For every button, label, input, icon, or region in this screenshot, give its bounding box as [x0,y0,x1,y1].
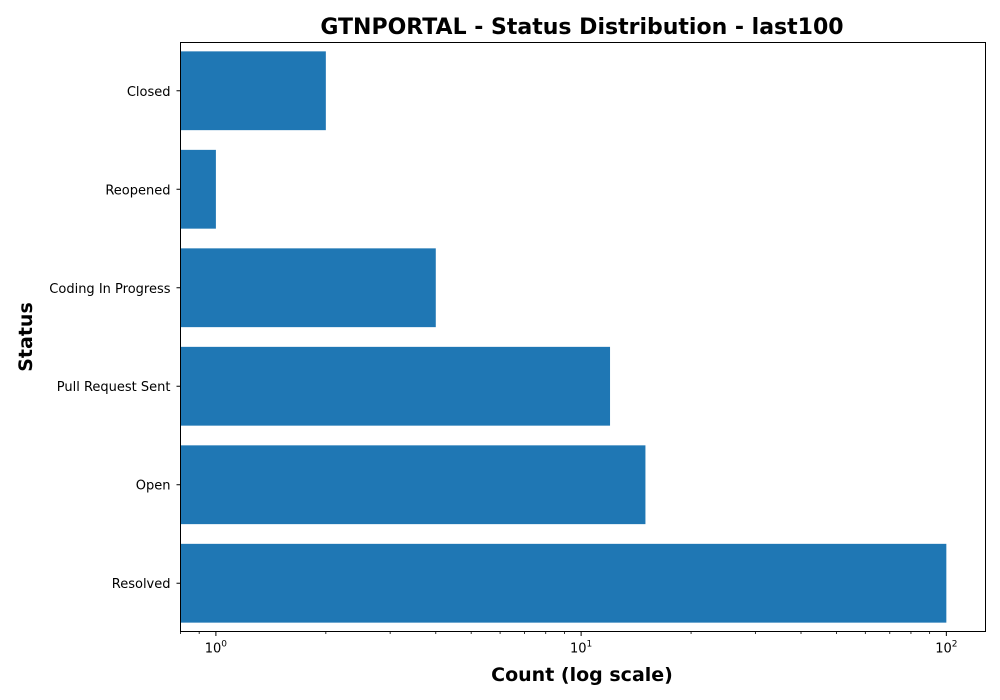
y-tick-label: Closed [127,85,171,100]
chart-title: GTNPORTAL - Status Distribution - last10… [320,15,843,40]
bar-open [180,445,646,525]
x-tick-label: 102 [935,640,957,657]
y-tick-label: Resolved [112,577,171,592]
y-tick-label: Reopened [105,183,170,198]
y-axis-label: Status [15,302,37,372]
x-axis-label: Count (log scale) [491,664,673,686]
y-axis-ticks: Resolved Open Pull Request Sent Coding In P… [49,85,181,592]
x-axis-ticks: 100 101 102 [180,631,957,657]
bar-closed [180,51,326,131]
y-tick-label: Open [136,479,171,494]
x-tick-label: 100 [205,640,228,657]
y-tick-label: Pull Request Sent [57,380,171,395]
bar-coding-in-progress [180,248,436,328]
bar-resolved [180,543,947,623]
bar-pull-request-sent [180,346,611,426]
bars-layer [180,51,947,623]
x-tick-label: 101 [570,640,592,657]
y-tick-label: Coding In Progress [49,282,170,297]
bar-reopened [180,149,216,229]
plot-frame [180,42,986,632]
